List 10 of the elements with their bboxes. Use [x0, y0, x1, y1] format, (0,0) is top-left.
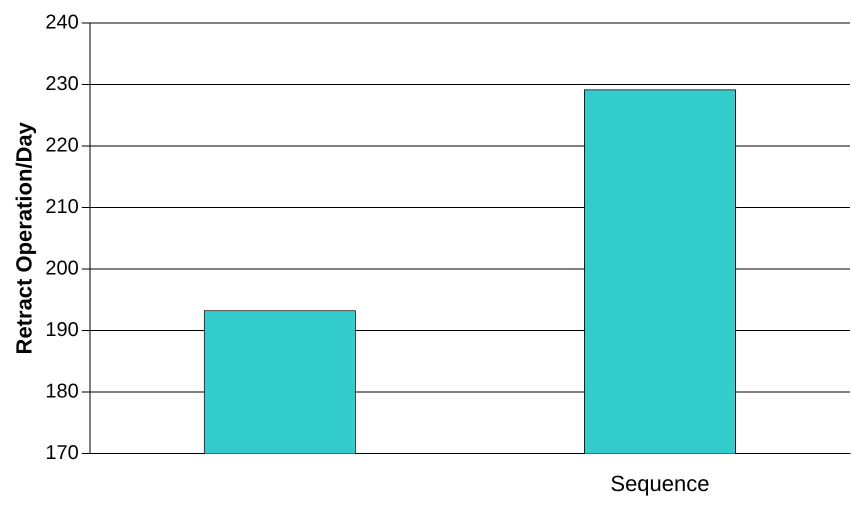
y-tick-label: 220 [45, 134, 79, 157]
y-tick-label: 170 [45, 442, 79, 464]
y-tick-label: 200 [45, 258, 79, 280]
y-axis-title: Retract Operation/Day [11, 121, 36, 354]
y-tick-label: 240 [45, 12, 79, 34]
x-tick-label: Sequence [610, 470, 710, 496]
y-tick-label: 190 [45, 319, 79, 342]
y-tick-label: 180 [45, 380, 79, 403]
y-tick-label: 230 [45, 73, 79, 96]
y-tick-label: 210 [45, 196, 79, 218]
